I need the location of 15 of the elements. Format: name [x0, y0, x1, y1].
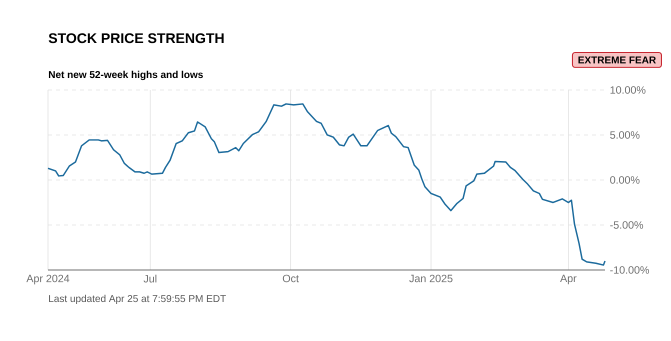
y-tick-label: 5.00%: [610, 131, 640, 139]
text: EXTREME FEAR: [578, 56, 656, 64]
line-series: [47, 103, 606, 266]
x-tick-label: Jan 2025: [409, 274, 453, 282]
y-tick-label: -5.00%: [610, 221, 644, 229]
x-tick-label: Jul: [144, 274, 156, 283]
x-tick-label: Oct: [282, 274, 299, 282]
x-tick-label: Apr: [560, 274, 576, 284]
chart-subtitle: Net new 52-week highs and lows: [48, 70, 203, 80]
text: Last updated Apr 25 at 7:59:55 PM EDT: [49, 294, 226, 304]
y-tick-label: -10.00%: [610, 266, 650, 274]
x-tick-label: Apr 2024: [26, 274, 70, 284]
chart-title: STOCK PRICE STRENGTH: [48, 33, 224, 44]
y-tick-label: 0.00%: [610, 176, 640, 184]
y-tick-label: 10.00%: [610, 86, 646, 94]
